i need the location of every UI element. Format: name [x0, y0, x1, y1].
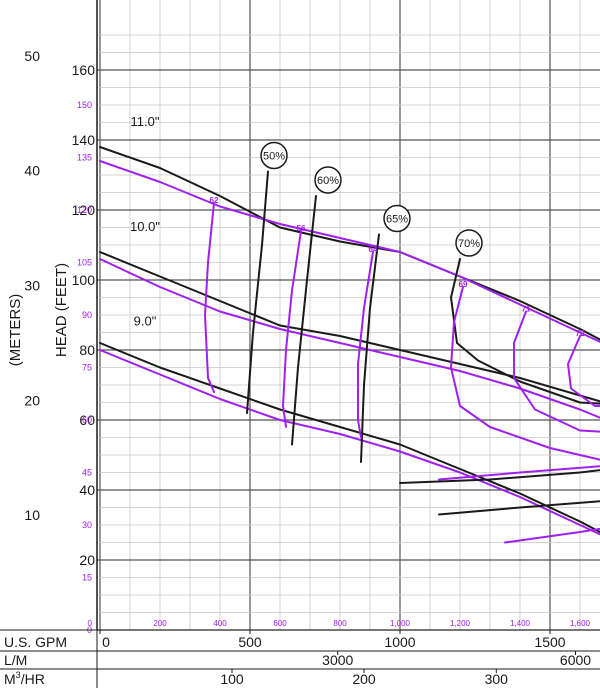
series-line-14: [357, 251, 374, 439]
y-tick-purple: 75: [82, 363, 92, 373]
y-tick-meters: 40: [24, 163, 40, 179]
x-tick-purple: 400: [213, 619, 227, 628]
bottom-axis-tick-label: 3000: [322, 652, 353, 668]
series-line-2: [99, 342, 600, 534]
y-tick-purple: 120: [77, 205, 92, 215]
impeller-label: 11.0": [131, 114, 160, 129]
bottom-axis-tick-label: 300: [485, 671, 509, 687]
y-tick-purple: 150: [77, 100, 92, 110]
y-tick-feet: 160: [72, 62, 96, 78]
bottom-axis-tick-label: 100: [220, 671, 244, 687]
series-line-16: [513, 310, 600, 433]
efficiency-label-purple: 56: [297, 224, 306, 233]
efficiency-label: 70%: [458, 238, 480, 250]
series-line-12: [204, 202, 215, 393]
efficiency-label: 60%: [317, 175, 339, 187]
y-tick-purple: 30: [82, 520, 92, 530]
y-tick-meters: 50: [24, 48, 40, 64]
y-tick-meters: 20: [24, 392, 40, 408]
bottom-axis-label: U.S. GPM: [4, 634, 67, 650]
bottom-axis-tick-label: 1000: [384, 634, 415, 650]
bottom-axis-label-rest: /HR: [21, 671, 45, 687]
efficiency-circle: [455, 229, 483, 257]
y-tick-purple: 135: [77, 153, 92, 163]
efficiency-circle: [260, 141, 288, 170]
bottom-axis-label-main: M: [4, 671, 16, 687]
series-line-19: [504, 527, 600, 544]
series-line-11: [438, 500, 600, 516]
y-tick-meters: 30: [24, 278, 40, 294]
y-tick-purple: 105: [77, 258, 92, 268]
efficiency-label: 50%: [263, 151, 285, 163]
y-tick-feet: 120: [72, 202, 96, 218]
bottom-axis-tick-label: 0: [102, 634, 110, 650]
y-tick-feet: 60: [79, 412, 95, 428]
y-tick-purple: 45: [82, 468, 92, 478]
chart-labels: 2040608010012014016010203040500153045607…: [24, 48, 591, 635]
bottom-axes: U.S. GPM050010001500200025003000L/M30006…: [0, 629, 600, 688]
bottom-axis-tick-label: 1500: [534, 634, 565, 650]
series-line-9: [450, 258, 600, 405]
x-tick-purple: 1,400: [510, 619, 531, 628]
efficiency-label: 65%: [386, 214, 408, 226]
x-tick-purple: 200: [153, 619, 167, 628]
series-line-1: [99, 251, 600, 403]
series-line-13: [282, 230, 302, 428]
impeller-label: 10.0": [130, 219, 160, 234]
efficiency-circle: [314, 166, 342, 194]
efficiency-circle: [383, 204, 411, 233]
series-line-4: [99, 258, 600, 419]
bottom-axis-label: M3/HR: [4, 670, 45, 687]
bottom-axis-label-sup: 3: [16, 670, 21, 680]
y-axis-label: HEAD (FEET): [53, 263, 70, 357]
x-tick-purple: 1,200: [450, 619, 471, 628]
bottom-axis-tick-label: 500: [238, 634, 262, 650]
efficiency-label-purple: 69: [459, 280, 468, 289]
series-line-18: [438, 465, 600, 481]
y-tick-feet: 20: [79, 552, 95, 568]
impeller-label: 9.0": [134, 314, 157, 329]
x-tick-purple: 800: [333, 619, 347, 628]
series-line-7: [291, 195, 317, 446]
series-line-15: [450, 286, 600, 461]
series-line-6: [246, 170, 269, 414]
efficiency-label-purple: 72: [576, 329, 585, 338]
y-tick-purple: 15: [82, 573, 92, 583]
x-tick-purple: 0: [88, 619, 93, 628]
x-tick-purple: 600: [273, 619, 287, 628]
series-line-3: [99, 160, 600, 343]
y-tick-meters: 10: [24, 507, 40, 523]
y-tick-feet: 40: [79, 482, 95, 498]
x-tick-purple: 1,600: [570, 619, 591, 628]
series-line-5: [99, 349, 600, 536]
bottom-axis-label: L/M: [4, 652, 27, 668]
bottom-axis-tick-label: 200: [352, 671, 376, 687]
x-tick-purple: 1,000: [390, 619, 411, 628]
efficiency-label-purple: 71: [522, 305, 531, 314]
series-line-8: [360, 233, 380, 463]
efficiency-label-purple: 64: [369, 245, 378, 254]
y-tick-feet: 140: [72, 132, 96, 148]
series-line-17: [567, 335, 600, 407]
y-tick-feet: 80: [79, 342, 95, 358]
efficiency-label-purple: 62: [210, 196, 219, 205]
curves: [99, 146, 600, 544]
series-line-10: [399, 469, 600, 484]
bottom-axis-tick-label: 6000: [560, 652, 591, 668]
y-tick-purple: 90: [82, 310, 92, 320]
y-tick-feet: 100: [72, 272, 96, 288]
secondary-y-axis-label: (METERS): [7, 294, 24, 367]
series-line-0: [99, 146, 600, 341]
y-tick-purple: 60: [82, 415, 92, 425]
